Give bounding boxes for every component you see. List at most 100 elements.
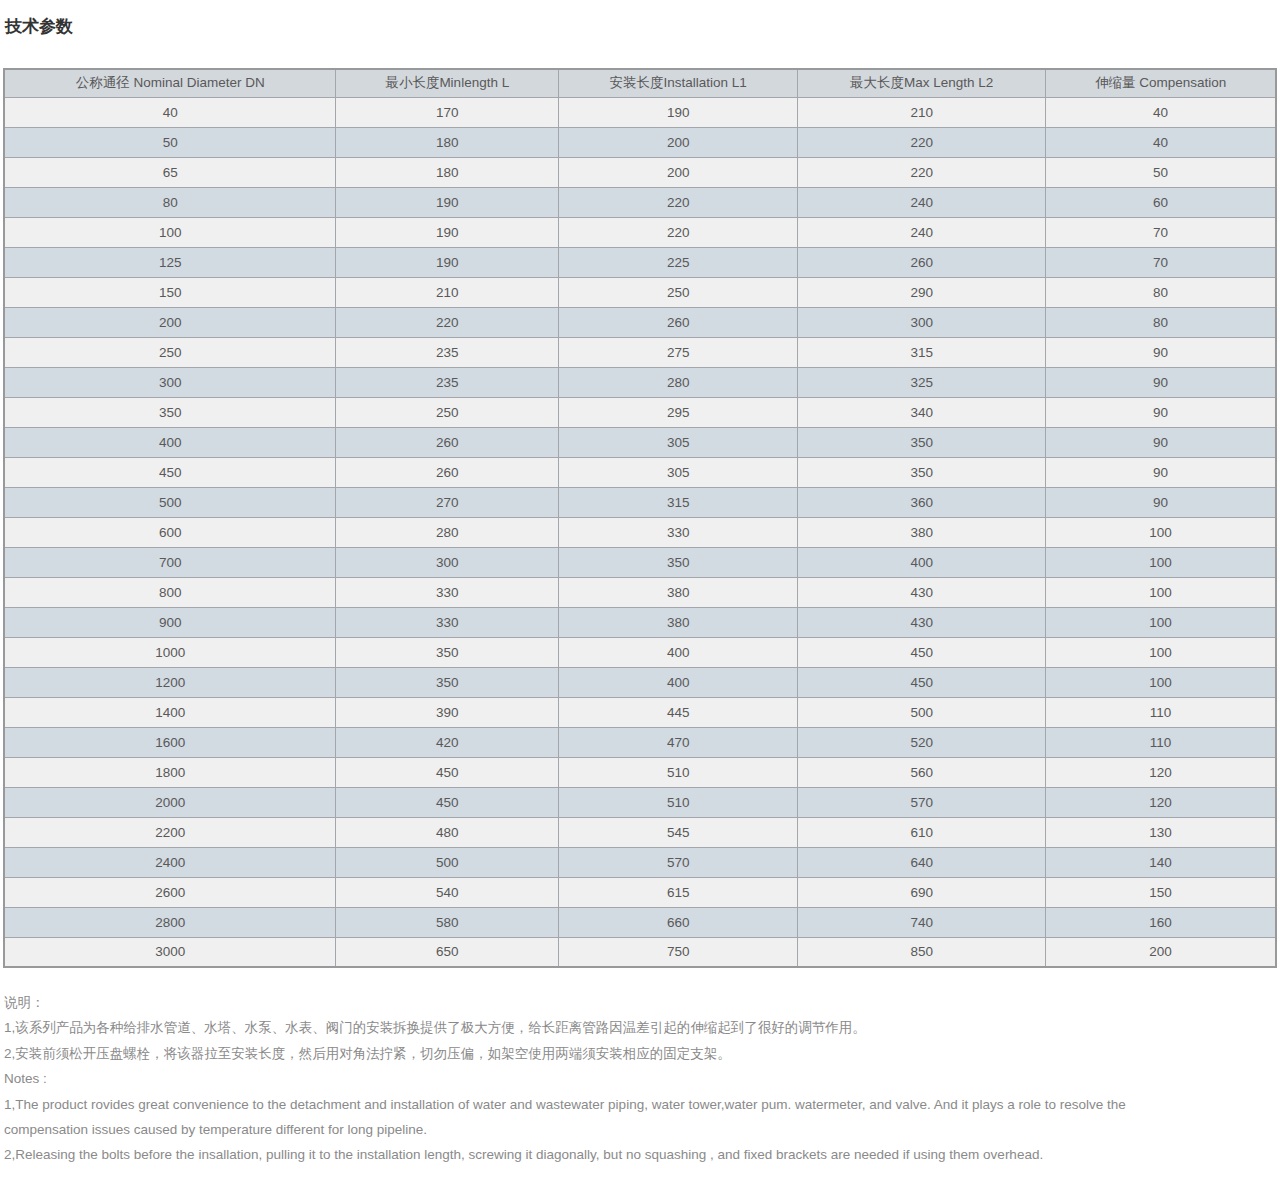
table-cell: 740 xyxy=(798,907,1046,937)
table-cell: 430 xyxy=(798,607,1046,637)
table-cell: 900 xyxy=(4,607,336,637)
table-row: 700300350400100 xyxy=(4,547,1276,577)
table-row: 2800580660740160 xyxy=(4,907,1276,937)
table-row: 25023527531590 xyxy=(4,337,1276,367)
table-cell: 380 xyxy=(559,607,798,637)
table-cell: 190 xyxy=(559,97,798,127)
header-min-length: 最小长度Minlength L xyxy=(336,69,559,97)
table-cell: 260 xyxy=(559,307,798,337)
note-line-en: 2,Releasing the bolts before the insalla… xyxy=(4,1142,1272,1167)
table-cell: 90 xyxy=(1046,397,1276,427)
table-cell: 580 xyxy=(336,907,559,937)
table-cell: 1400 xyxy=(4,697,336,727)
table-cell: 350 xyxy=(336,667,559,697)
table-cell: 350 xyxy=(798,427,1046,457)
table-row: 12519022526070 xyxy=(4,247,1276,277)
table-cell: 220 xyxy=(798,127,1046,157)
table-cell: 200 xyxy=(4,307,336,337)
table-cell: 540 xyxy=(336,877,559,907)
table-cell: 260 xyxy=(336,427,559,457)
table-cell: 360 xyxy=(798,487,1046,517)
table-cell: 235 xyxy=(336,367,559,397)
table-cell: 2200 xyxy=(4,817,336,847)
header-max-length: 最大长度Max Length L2 xyxy=(798,69,1046,97)
table-cell: 290 xyxy=(798,277,1046,307)
table-cell: 70 xyxy=(1046,247,1276,277)
table-cell: 220 xyxy=(798,157,1046,187)
table-cell: 560 xyxy=(798,757,1046,787)
table-cell: 260 xyxy=(336,457,559,487)
table-cell: 450 xyxy=(336,787,559,817)
table-row: 2200480545610130 xyxy=(4,817,1276,847)
table-cell: 600 xyxy=(4,517,336,547)
table-cell: 380 xyxy=(798,517,1046,547)
table-cell: 340 xyxy=(798,397,1046,427)
table-row: 2000450510570120 xyxy=(4,787,1276,817)
table-cell: 350 xyxy=(4,397,336,427)
table-row: 2600540615690150 xyxy=(4,877,1276,907)
table-row: 10019022024070 xyxy=(4,217,1276,247)
table-cell: 240 xyxy=(798,217,1046,247)
table-cell: 100 xyxy=(4,217,336,247)
table-cell: 1000 xyxy=(4,637,336,667)
table-cell: 235 xyxy=(336,337,559,367)
table-row: 1000350400450100 xyxy=(4,637,1276,667)
table-cell: 100 xyxy=(1046,667,1276,697)
table-cell: 690 xyxy=(798,877,1046,907)
table-cell: 120 xyxy=(1046,787,1276,817)
note-line-cn: 2,安装前须松开压盘螺栓，将该器拉至安装长度，然后用对角法拧紧，切勿压偏，如架空… xyxy=(4,1041,1272,1066)
table-row: 50027031536090 xyxy=(4,487,1276,517)
table-cell: 170 xyxy=(336,97,559,127)
table-cell: 90 xyxy=(1046,487,1276,517)
table-cell: 100 xyxy=(1046,637,1276,667)
table-cell: 330 xyxy=(559,517,798,547)
table-cell: 210 xyxy=(336,277,559,307)
table-row: 900330380430100 xyxy=(4,607,1276,637)
page-title: 技术参数 xyxy=(5,16,1280,38)
technical-parameters-table: 公称通径 Nominal Diameter DN 最小长度Minlength L… xyxy=(3,68,1277,968)
table-cell: 65 xyxy=(4,157,336,187)
table-cell: 640 xyxy=(798,847,1046,877)
table-cell: 315 xyxy=(559,487,798,517)
table-row: 1400390445500110 xyxy=(4,697,1276,727)
table-cell: 280 xyxy=(559,367,798,397)
table-cell: 800 xyxy=(4,577,336,607)
table-cell: 190 xyxy=(336,247,559,277)
table-cell: 400 xyxy=(798,547,1046,577)
table-cell: 300 xyxy=(336,547,559,577)
notes-en-label: Notes : xyxy=(4,1066,1272,1091)
table-row: 5018020022040 xyxy=(4,127,1276,157)
table-cell: 295 xyxy=(559,397,798,427)
table-cell: 220 xyxy=(559,217,798,247)
table-cell: 80 xyxy=(4,187,336,217)
table-row: 1200350400450100 xyxy=(4,667,1276,697)
table-cell: 1600 xyxy=(4,727,336,757)
table-cell: 570 xyxy=(559,847,798,877)
table-cell: 150 xyxy=(1046,877,1276,907)
table-cell: 240 xyxy=(798,187,1046,217)
table-row: 45026030535090 xyxy=(4,457,1276,487)
table-cell: 200 xyxy=(559,127,798,157)
table-cell: 315 xyxy=(798,337,1046,367)
table-row: 40026030535090 xyxy=(4,427,1276,457)
table-cell: 500 xyxy=(336,847,559,877)
table-cell: 110 xyxy=(1046,697,1276,727)
table-cell: 2600 xyxy=(4,877,336,907)
table-cell: 225 xyxy=(559,247,798,277)
table-cell: 90 xyxy=(1046,457,1276,487)
table-row: 1600420470520110 xyxy=(4,727,1276,757)
table-cell: 400 xyxy=(4,427,336,457)
table-cell: 850 xyxy=(798,937,1046,967)
table-cell: 480 xyxy=(336,817,559,847)
table-cell: 2400 xyxy=(4,847,336,877)
table-cell: 700 xyxy=(4,547,336,577)
table-cell: 510 xyxy=(559,757,798,787)
table-cell: 260 xyxy=(798,247,1046,277)
table-cell: 430 xyxy=(798,577,1046,607)
table-cell: 325 xyxy=(798,367,1046,397)
table-cell: 250 xyxy=(336,397,559,427)
table-cell: 305 xyxy=(559,427,798,457)
table-cell: 120 xyxy=(1046,757,1276,787)
table-row: 1800450510560120 xyxy=(4,757,1276,787)
table-body: 4017019021040501802002204065180200220508… xyxy=(4,97,1276,967)
